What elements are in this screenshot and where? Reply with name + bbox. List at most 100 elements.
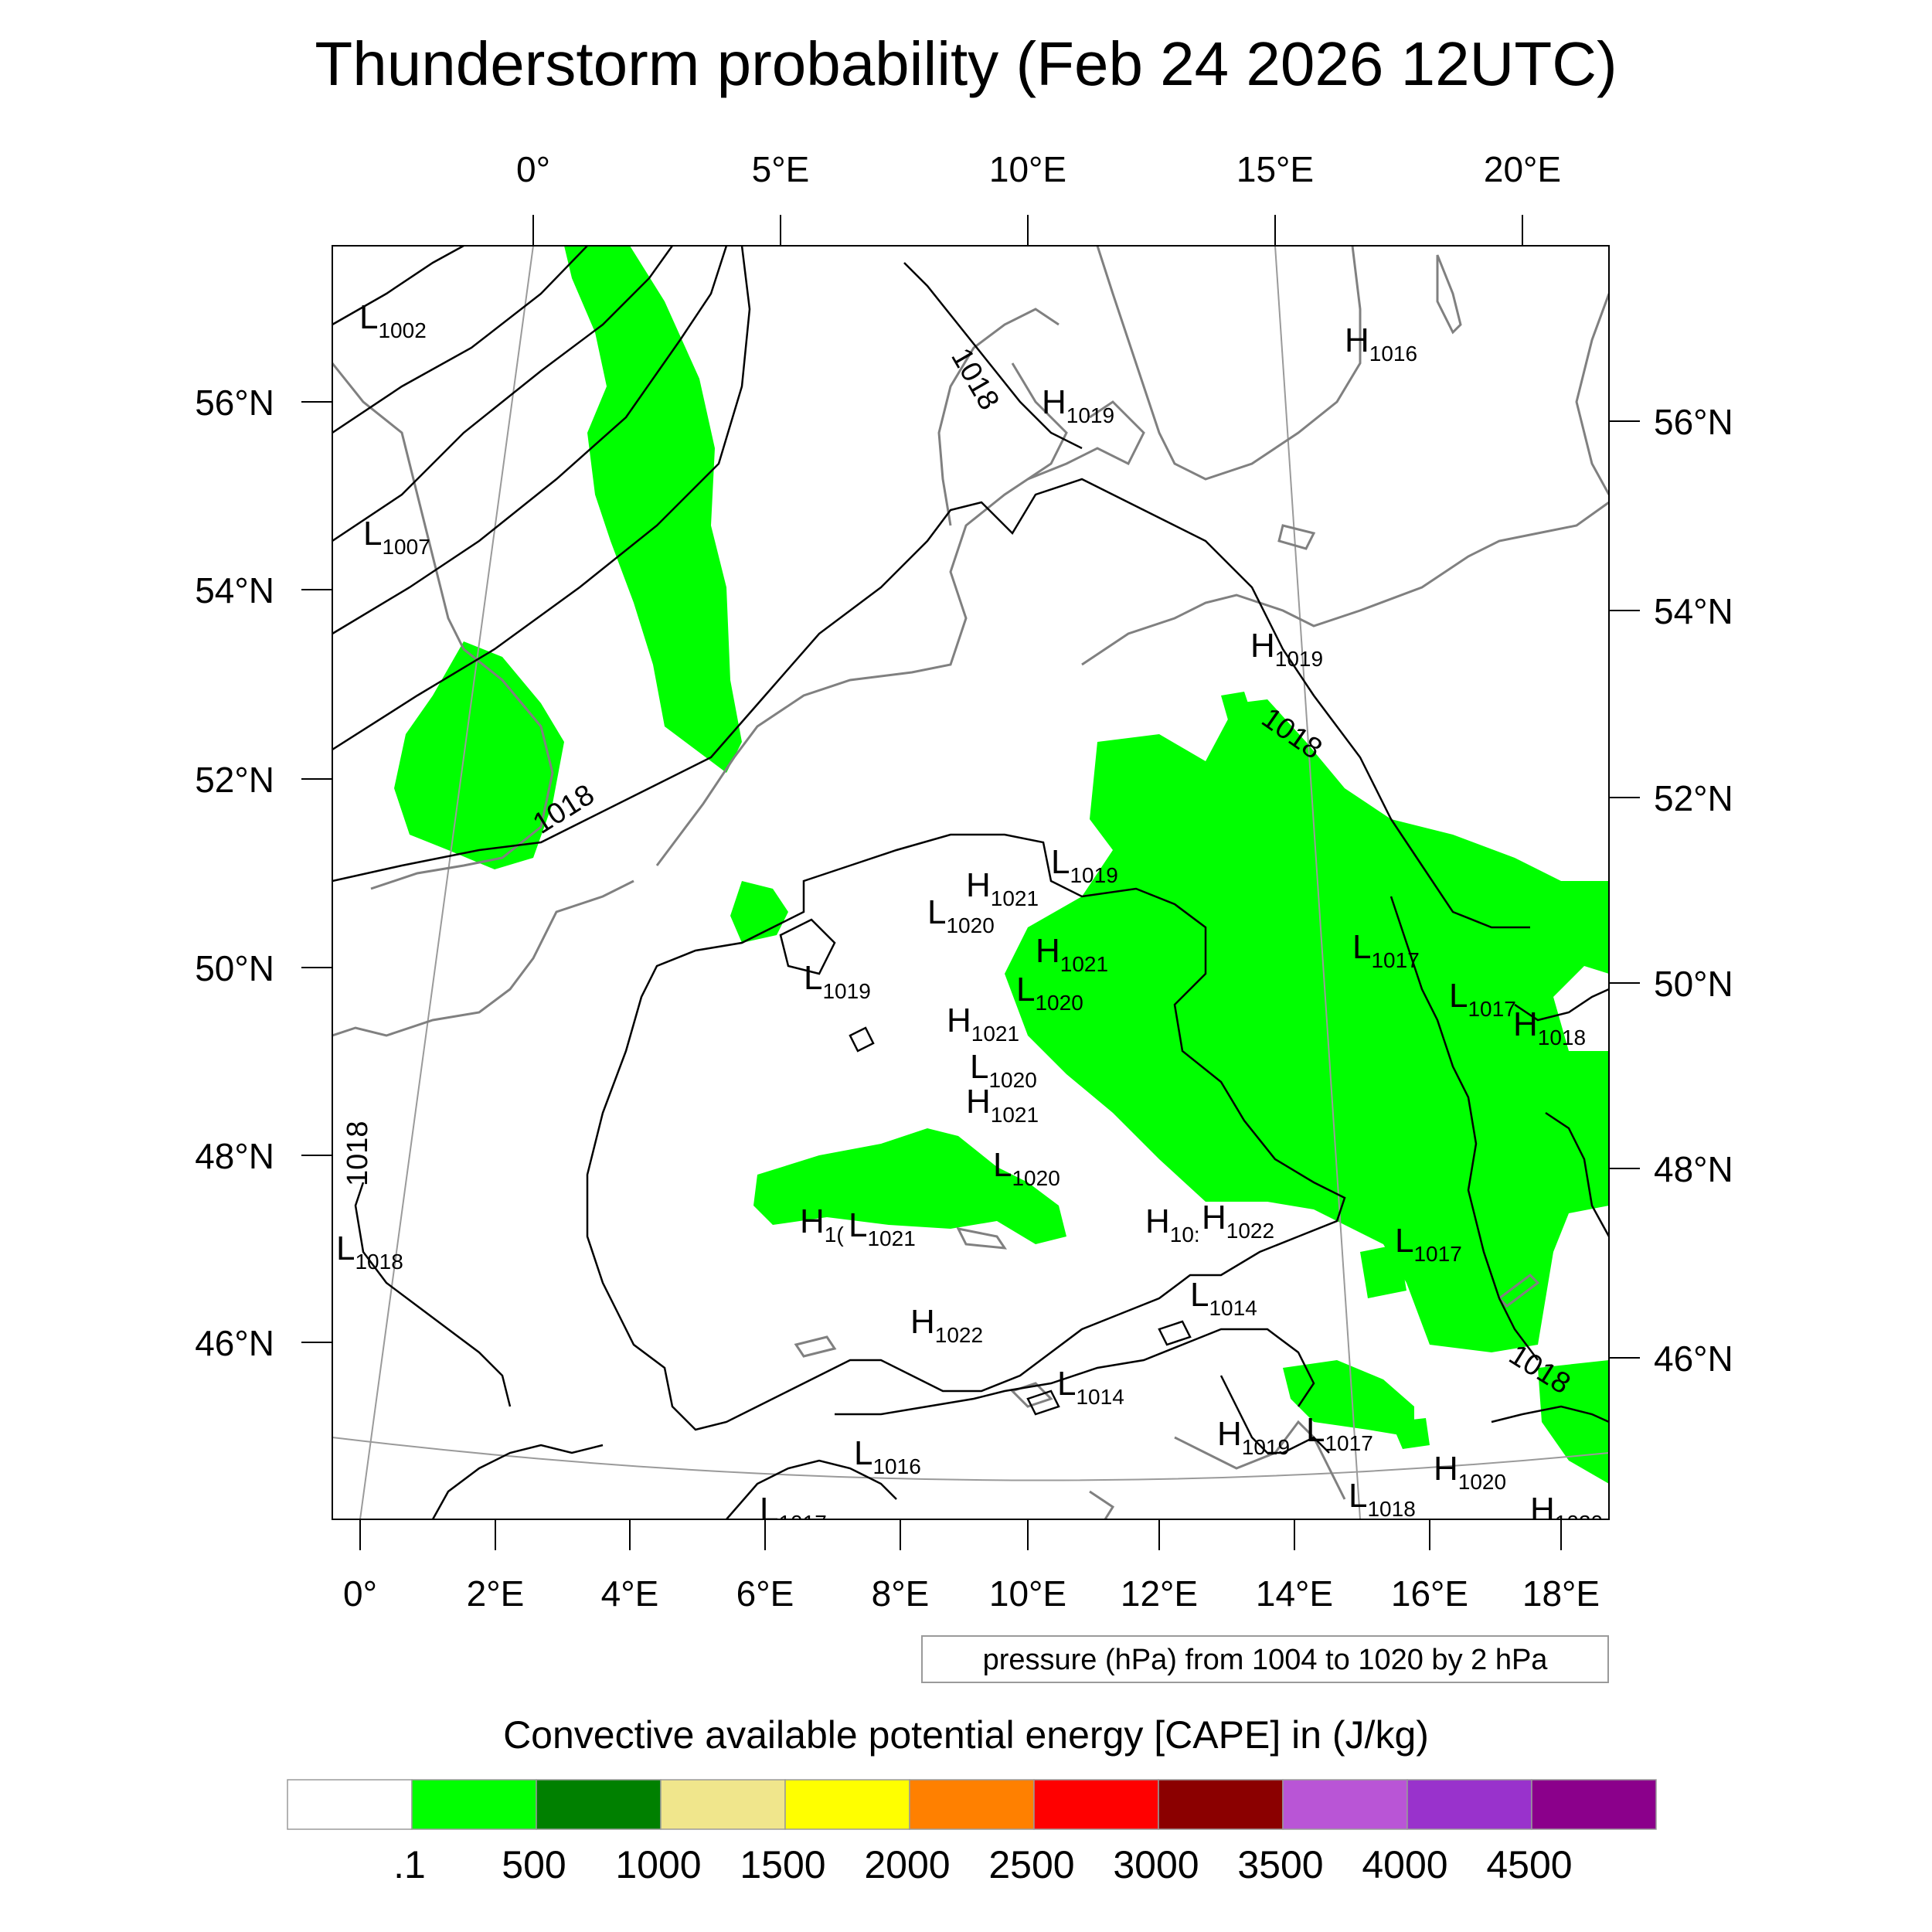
legend-color-box (1033, 1779, 1159, 1830)
isobar-1018-main (332, 478, 1530, 929)
isobar-south-low (726, 1459, 897, 1519)
isobar-east-1 (1389, 896, 1539, 1361)
low-pressure-label: L1019 (804, 959, 871, 1003)
bottom-lon-label: 8°E (872, 1573, 930, 1614)
cape-area-hungary-east (1538, 1360, 1609, 1484)
high-pressure-label: H1( (800, 1202, 844, 1247)
isobars (332, 246, 1609, 1519)
legend-color-box (411, 1779, 537, 1830)
coast-baltic-south (1081, 501, 1609, 666)
bottom-lon-label: 0° (343, 1573, 377, 1614)
low-pressure-label: L1020 (927, 893, 995, 937)
low-pressure-label: L1021 (849, 1206, 916, 1250)
bottom-lon-label: 16°E (1391, 1573, 1468, 1614)
bottom-lon-label: 14°E (1256, 1573, 1333, 1614)
isobar-south-west (431, 1444, 604, 1519)
cape-area-central-europe (1005, 699, 1609, 1352)
low-pressure-label: L1018 (1349, 1477, 1416, 1521)
map-frame-border (332, 245, 1610, 1520)
coast-adriatic-north (1174, 1420, 1346, 1500)
cape-area-english-channel (394, 641, 564, 869)
high-pressure-label: H1020 (1530, 1491, 1603, 1535)
coast-lake-como (1010, 1382, 1053, 1408)
coast-islands-baltic (1277, 524, 1316, 550)
legend-color-box (784, 1779, 910, 1830)
legend-color-box (909, 1779, 1035, 1830)
bottom-lon-label: 12°E (1121, 1573, 1198, 1614)
isobar-east-2 (1514, 988, 1609, 1022)
isobar-small-ring-1 (779, 918, 836, 975)
legend-label: 2000 (864, 1843, 950, 1886)
legend-label: 4000 (1362, 1843, 1447, 1886)
isobar-north-atlantic-4 (332, 246, 728, 635)
isobar-small-ring-2 (849, 1026, 875, 1053)
bottom-lon-label: 10°E (989, 1573, 1066, 1614)
bottom-lon-label: 6°E (736, 1573, 794, 1614)
cape-shading (394, 246, 1609, 1484)
legend-label: 3500 (1237, 1843, 1323, 1886)
top-lon-label: 5°E (752, 149, 810, 189)
isobar-north-atlantic-1 (332, 246, 464, 326)
low-pressure-label: L1017 (1395, 1222, 1462, 1266)
pressure-centers: L1002L1007H1016H1019H1019L1019H1021L1020… (336, 298, 1603, 1535)
graticule (332, 246, 1609, 1519)
low-pressure-label: L1017 (1449, 977, 1516, 1021)
low-pressure-label: L1017 (1352, 928, 1420, 972)
coast-sweden (1096, 246, 1362, 481)
coastlines (332, 246, 1609, 1519)
isobar-south-2 (1219, 1375, 1330, 1454)
left-lat-label: 48°N (195, 1136, 274, 1176)
contour-info-box: pressure (hPa) from 1004 to 1020 by 2 hP… (921, 1635, 1609, 1683)
low-pressure-label: L1018 (336, 1230, 403, 1274)
cape-area-adriatic (1283, 1360, 1414, 1437)
high-pressure-label: H1019 (1042, 383, 1114, 427)
isobar-north-atlantic-3 (332, 246, 674, 543)
legend-color-box (536, 1779, 662, 1830)
top-lon-label: 0° (516, 149, 550, 189)
meridian-0 (359, 246, 534, 1519)
isobar-north-bend (903, 262, 1083, 450)
high-pressure-label: H1016 (1345, 321, 1417, 366)
high-pressure-label: H1021 (966, 1083, 1039, 1127)
isobar-label-4: 1018 (342, 1121, 374, 1186)
legend-label: 500 (502, 1843, 566, 1886)
high-pressure-label: H1022 (1202, 1199, 1274, 1243)
coast-france-north (332, 879, 634, 1037)
coast-gotland (1436, 254, 1462, 335)
tick-marks (301, 215, 1640, 1550)
high-pressure-label: H1021 (1036, 932, 1108, 976)
legend-color-box (1282, 1779, 1408, 1830)
cape-area-small-1 (1221, 692, 1252, 723)
color-legend (287, 1779, 1657, 1830)
coast-denmark-east (1027, 400, 1145, 481)
isobar-central-closed (586, 833, 1346, 1431)
high-pressure-label: H1021 (947, 1002, 1019, 1046)
coast-baltic-east (1575, 293, 1609, 495)
right-latitude-labels: 56°N 54°N 52°N 50°N 48°N 46°N (1654, 402, 1733, 1379)
cape-area-small-2 (1360, 1244, 1406, 1298)
parallel-45n (332, 1437, 1609, 1481)
isobar-south-1 (835, 1328, 1315, 1416)
bottom-lon-label: 18°E (1522, 1573, 1600, 1614)
high-pressure-label: H1020 (1434, 1450, 1506, 1494)
right-lat-label: 50°N (1654, 964, 1733, 1004)
low-pressure-label: L1014 (1057, 1365, 1124, 1409)
right-lat-label: 52°N (1654, 778, 1733, 818)
left-lat-label: 54°N (195, 570, 274, 611)
low-pressure-label: L1020 (1016, 971, 1083, 1015)
top-lon-label: 15°E (1236, 149, 1314, 189)
meridian-15e (1274, 246, 1361, 1519)
high-pressure-label: H1019 (1217, 1415, 1290, 1459)
legend-tick-labels: .1 500 1000 1500 2000 2500 3000 3500 400… (393, 1843, 1572, 1886)
legend-color-box (1406, 1779, 1532, 1830)
cape-area-alps-north (753, 1128, 1066, 1244)
low-pressure-label: L1019 (1051, 843, 1118, 887)
low-pressure-label: L1020 (993, 1146, 1060, 1190)
top-lon-label: 10°E (989, 149, 1066, 189)
low-pressure-label: L1002 (359, 298, 427, 342)
legend-label: 3000 (1113, 1843, 1199, 1886)
legend-color-box (287, 1779, 413, 1830)
coast-britain-east (332, 362, 554, 890)
high-pressure-label: H1021 (966, 866, 1039, 910)
